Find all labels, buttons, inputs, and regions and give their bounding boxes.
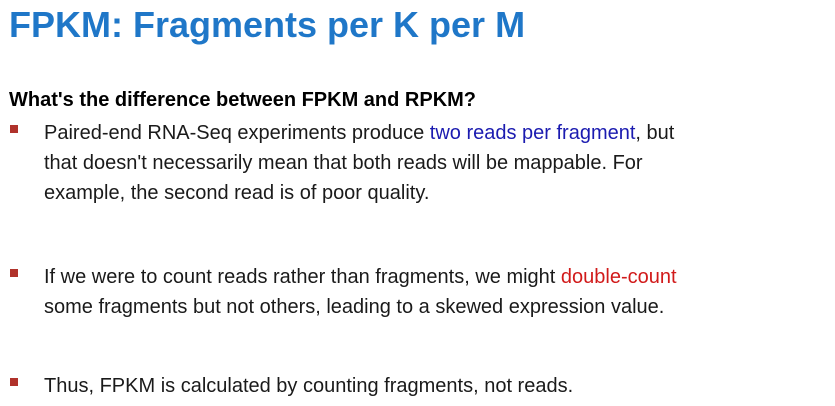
question-heading: What's the difference between FPKM and R… [9,89,477,111]
highlighted-phrase: two reads per fragment [429,122,636,144]
slide-title: FPKM: Fragments per K per M [9,4,526,45]
bullet-line: that doesn't necessarily mean that both … [44,152,643,174]
bullet-text: Thus, FPKM is calculated by counting fra… [44,371,835,401]
text-segment: , but [635,122,675,144]
bullet-line: some fragments but not others, leading t… [44,296,665,318]
bullet-line: Thus, FPKM is calculated by counting fra… [44,375,574,397]
text-segment: Paired-end RNA-Seq experiments produce [44,122,430,144]
square-bullet-icon [10,125,18,133]
bullet-text: Paired-end RNA-Seq experiments produce t… [44,118,835,208]
bullet-line: example, the second read is of poor qual… [44,182,430,204]
bullet-line: If we were to count reads rather than fr… [44,262,835,292]
bullet-line: Paired-end RNA-Seq experiments produce t… [44,118,835,148]
square-bullet-icon [10,269,18,277]
text-segment: If we were to count reads rather than fr… [44,266,561,288]
bullet-text: If we were to count reads rather than fr… [44,262,835,322]
highlighted-phrase: double-count [560,266,677,288]
square-bullet-icon [10,378,18,386]
